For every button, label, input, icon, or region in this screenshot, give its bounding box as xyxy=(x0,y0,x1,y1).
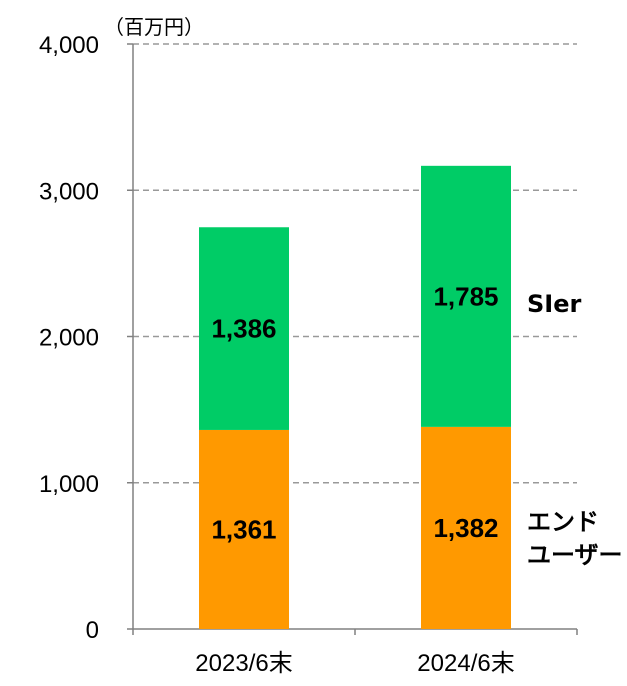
bar-end-user xyxy=(199,429,289,629)
y-axis-ticks: 0 1,000 2,000 3,000 4,000 xyxy=(39,32,99,644)
value-label: 1,386 xyxy=(211,314,276,344)
x-category-label: 2024/6末 xyxy=(417,650,514,677)
x-axis-categories: 2023/6末 2024/6末 xyxy=(195,650,514,677)
x-category-label: 2023/6末 xyxy=(195,650,292,677)
y-tick-label: 1,000 xyxy=(39,471,99,498)
y-tick-label: 4,000 xyxy=(39,32,99,59)
bar-sier xyxy=(421,165,511,427)
value-label: 1,382 xyxy=(433,513,498,543)
bar-end-user xyxy=(421,426,511,629)
value-label: 1,785 xyxy=(433,281,498,311)
y-tick-label: 3,000 xyxy=(39,178,99,205)
legend-sier: SIer xyxy=(527,290,581,318)
y-axis-unit-label: （百万円） xyxy=(104,15,204,39)
value-labels: 1,361 1,386 1,382 1,785 xyxy=(211,281,498,544)
bars xyxy=(199,165,511,629)
y-tick-label: 2,000 xyxy=(39,325,99,352)
legend-end-user-line2: ユーザー xyxy=(527,541,623,569)
y-tick-label: 0 xyxy=(86,617,99,644)
value-label: 1,361 xyxy=(211,514,276,544)
bar-sier xyxy=(199,227,289,430)
legend-end-user-line1: エンド xyxy=(527,508,599,536)
